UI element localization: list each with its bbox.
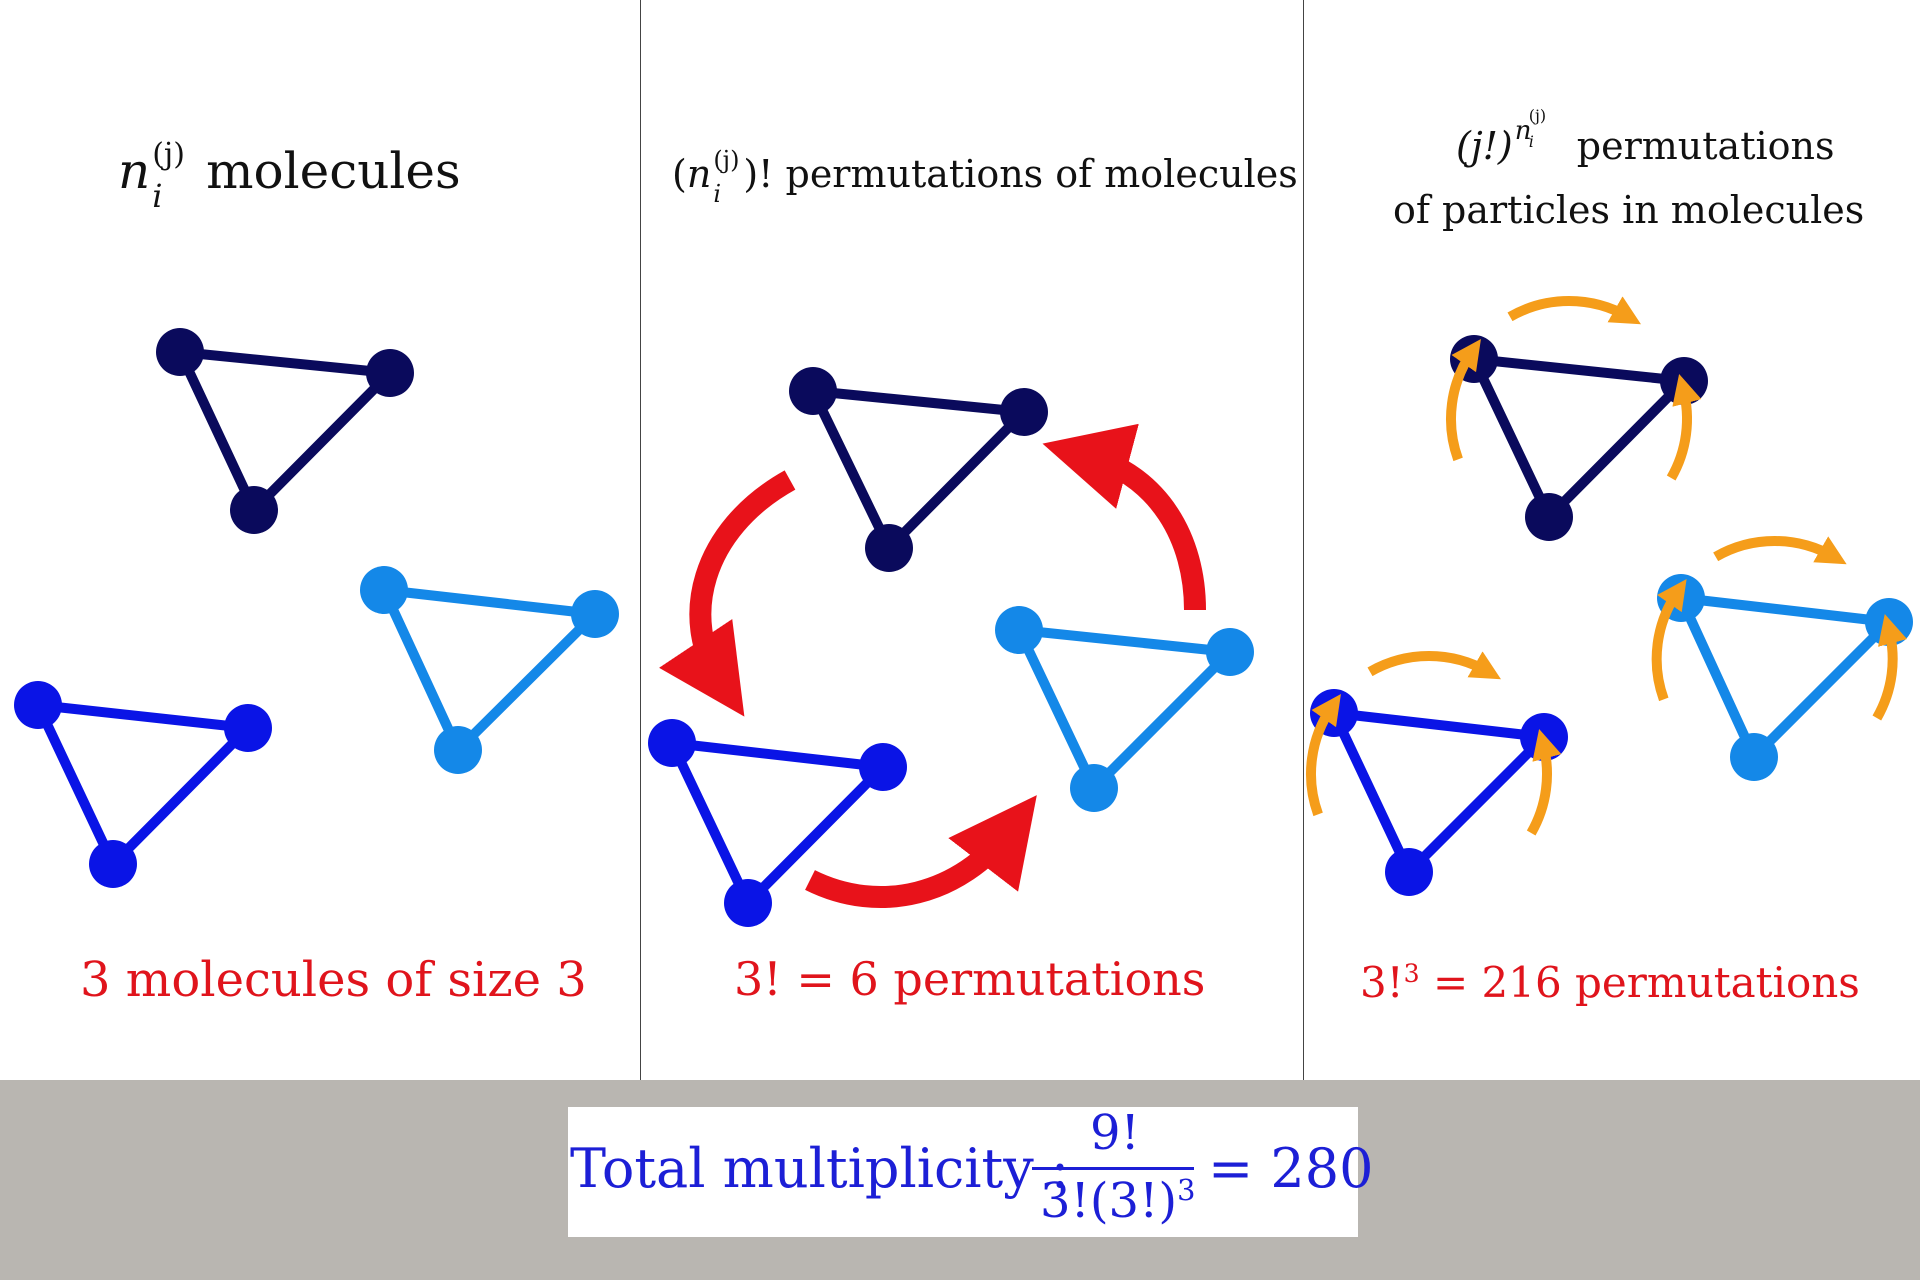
- bond: [667, 738, 888, 772]
- bond: [1544, 376, 1689, 522]
- bond: [1014, 625, 1235, 657]
- particle: [1730, 733, 1778, 781]
- orange-rotation-arrow: [1651, 579, 1687, 702]
- orange-rotation-arrow: [1526, 728, 1562, 836]
- bond: [33, 700, 118, 869]
- bond: [108, 723, 253, 869]
- bond: [1329, 708, 1549, 742]
- panel3-heading-line1: (j!) n i (j) permutations: [1456, 106, 1835, 168]
- panel-divider: [1303, 0, 1304, 1080]
- formula-result: = 280: [1208, 1137, 1374, 1200]
- formula-denominator: 3!(3!)3: [1040, 1173, 1196, 1229]
- molecule-dark: [789, 367, 1048, 572]
- particle: [1000, 388, 1048, 436]
- orange-rotation-arrow: [1666, 373, 1702, 481]
- bond: [667, 738, 753, 908]
- orange-rotation-arrow: [1367, 651, 1501, 680]
- bond: [379, 585, 463, 755]
- panel2-heading: (n i (j))! permutations of molecules: [672, 146, 1298, 208]
- orange-rotation-arrow: [1872, 613, 1908, 721]
- particle: [224, 704, 272, 752]
- orange-rotation-arrow: [1507, 296, 1641, 325]
- particle: [230, 486, 278, 534]
- particle: [156, 328, 204, 376]
- bond: [1676, 593, 1759, 762]
- particle: [1525, 493, 1573, 541]
- particle: [89, 840, 137, 888]
- bond: [743, 762, 888, 908]
- fraction-bar: [1032, 1167, 1194, 1170]
- formula-label: Total multiplicity :: [570, 1137, 1070, 1200]
- bond: [808, 386, 894, 553]
- molecule-blue: [14, 681, 272, 888]
- panel3-caption: 3!3 = 216 permutations: [1360, 958, 1860, 1007]
- particle: [360, 566, 408, 614]
- panel3-heading-line2: of particles in molecules: [1393, 188, 1865, 232]
- molecule-light: [360, 566, 619, 774]
- molecule-diagram: [14, 296, 1913, 927]
- orange-rotation-arrow: [1306, 694, 1341, 817]
- bond: [1014, 625, 1099, 793]
- molecule-light: [1657, 574, 1913, 781]
- particle: [14, 681, 62, 729]
- bond: [453, 609, 600, 755]
- formula-numerator: 9!: [1090, 1105, 1140, 1161]
- particle: [571, 590, 619, 638]
- bond: [1469, 354, 1689, 386]
- panel-molecules: [0, 0, 640, 1080]
- bond: [379, 585, 600, 619]
- red-arrow-bottom: [805, 795, 1037, 909]
- particle: [724, 879, 772, 927]
- total-multiplicity-formula: Total multiplicity : 9! 3!(3!)3 = 280: [568, 1105, 1373, 1237]
- particle: [434, 726, 482, 774]
- molecule-dark: [156, 328, 414, 534]
- particle: [1385, 848, 1433, 896]
- orange-rotation-arrow: [1446, 339, 1481, 462]
- panel-divider: [640, 0, 641, 1080]
- bond: [1329, 708, 1414, 877]
- panel1-heading: n i (j) molecules: [118, 137, 461, 215]
- bond: [1089, 647, 1235, 793]
- particle: [1070, 764, 1118, 812]
- molecule-light: [995, 606, 1254, 812]
- bond: [808, 386, 1029, 417]
- molecule-dark: [1450, 335, 1708, 541]
- panel2-caption: 3! = 6 permutations: [734, 952, 1206, 1006]
- red-arrow-left: [658, 470, 796, 717]
- bond: [1749, 617, 1894, 762]
- bond: [175, 347, 395, 378]
- bond: [1469, 354, 1554, 522]
- molecule-blue: [1310, 689, 1568, 896]
- bond: [175, 347, 259, 515]
- molecule-blue: [648, 719, 907, 927]
- particle: [1206, 628, 1254, 676]
- particle: [789, 367, 837, 415]
- particle: [865, 524, 913, 572]
- panel1-caption: 3 molecules of size 3: [80, 952, 587, 1008]
- particle: [366, 349, 414, 397]
- orange-rotation-arrow: [1713, 536, 1847, 565]
- bond: [33, 700, 253, 733]
- bond: [249, 368, 395, 515]
- bond: [884, 407, 1029, 553]
- particle: [648, 719, 696, 767]
- bond: [1404, 732, 1549, 877]
- particle: [859, 743, 907, 791]
- particle: [995, 606, 1043, 654]
- bond: [1676, 593, 1894, 627]
- red-arrow-right: [1042, 423, 1206, 611]
